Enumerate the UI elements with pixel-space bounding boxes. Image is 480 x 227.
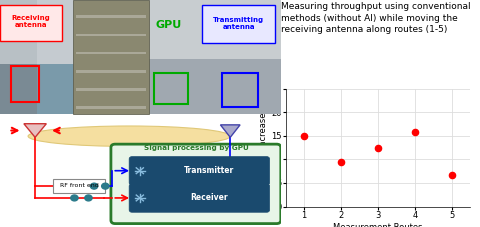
Text: Transmitter: Transmitter: [184, 166, 234, 175]
Point: [300, 134, 308, 138]
Point: [337, 160, 345, 164]
Circle shape: [102, 183, 109, 189]
Bar: [36, 64, 73, 114]
X-axis label: Measurement Routes: Measurement Routes: [333, 222, 423, 227]
Bar: [0, 0, 36, 114]
Circle shape: [71, 195, 78, 201]
Bar: [0, 0, 281, 114]
Polygon shape: [24, 124, 47, 137]
Bar: [76, 15, 146, 18]
Bar: [76, 70, 146, 73]
Text: Receiving
antenna: Receiving antenna: [12, 15, 50, 28]
Polygon shape: [220, 125, 240, 137]
Circle shape: [85, 195, 92, 201]
FancyBboxPatch shape: [202, 5, 275, 43]
Bar: [149, 0, 281, 114]
Bar: [149, 0, 281, 59]
Point: [448, 173, 456, 177]
Text: Transmitting
antenna: Transmitting antenna: [213, 17, 264, 30]
FancyBboxPatch shape: [0, 5, 62, 41]
Bar: [76, 106, 146, 109]
Bar: [222, 73, 258, 107]
Bar: [76, 52, 146, 54]
Bar: [0, 0, 281, 64]
Circle shape: [90, 183, 98, 189]
Bar: [0, 0, 36, 64]
Bar: [73, 0, 149, 114]
Text: RF front end: RF front end: [60, 183, 99, 188]
Point: [411, 131, 419, 134]
Bar: [155, 73, 188, 104]
Ellipse shape: [28, 126, 230, 146]
Text: Signal processing by GPU: Signal processing by GPU: [144, 145, 249, 151]
Circle shape: [71, 183, 78, 189]
Y-axis label: Throughput Increase (%): Throughput Increase (%): [259, 95, 268, 200]
Text: Receiver: Receiver: [191, 193, 228, 202]
Circle shape: [85, 183, 92, 189]
FancyBboxPatch shape: [129, 184, 270, 212]
Bar: [11, 66, 39, 102]
Bar: [76, 34, 146, 36]
Text: GPU: GPU: [156, 20, 181, 30]
FancyBboxPatch shape: [129, 157, 270, 185]
Bar: [76, 88, 146, 91]
Text: Measuring throughput using conventional
methods (without AI) while moving the
re: Measuring throughput using conventional …: [281, 2, 470, 34]
FancyBboxPatch shape: [53, 179, 105, 193]
Point: [374, 146, 382, 149]
FancyBboxPatch shape: [111, 144, 281, 224]
